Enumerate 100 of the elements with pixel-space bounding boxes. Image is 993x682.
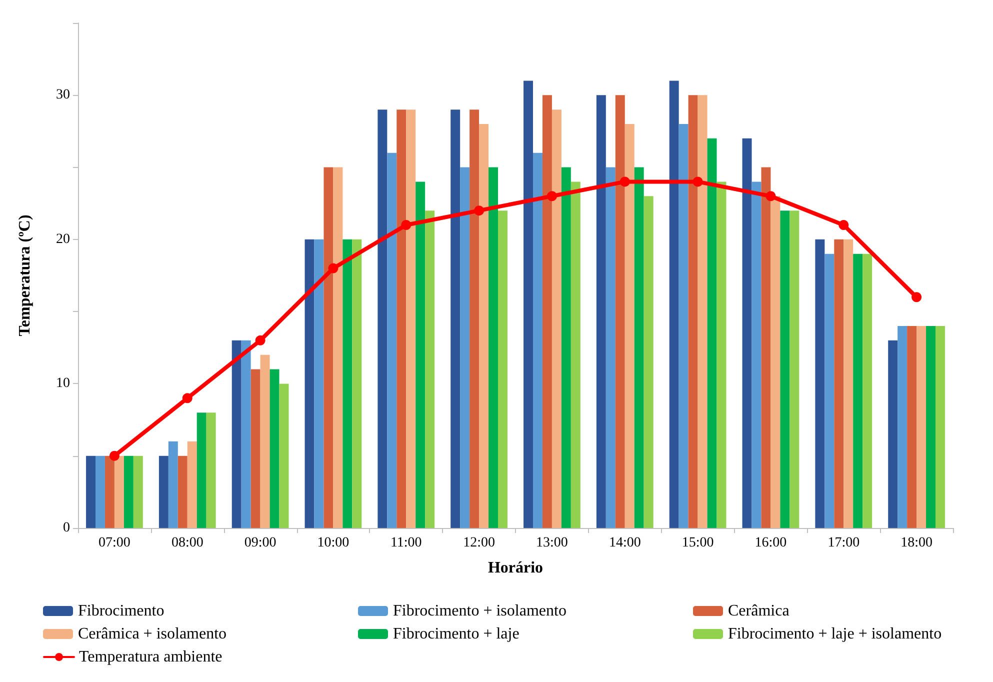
bar [324,167,334,528]
bar [761,167,771,528]
bar [698,95,708,528]
bar [206,412,216,528]
x-tick-label: 17:00 [828,536,860,550]
bar [716,182,726,528]
bar [824,254,834,528]
bar [470,110,480,528]
bar [853,254,863,528]
bar [888,340,898,528]
point [838,220,849,230]
bar [342,239,352,528]
bar [533,152,542,528]
bar [542,95,552,528]
y-axis-title: Temperatura (ºC) [16,214,34,336]
bar [86,456,96,528]
legend-label: Cerâmica + isolamento [78,626,227,642]
x-tick-label: 12:00 [463,536,495,550]
bar [304,239,314,528]
bar [425,210,435,528]
bar [707,138,717,528]
bar [644,196,654,528]
bar [844,239,854,528]
bar [606,167,616,528]
bar [770,196,780,528]
legend-label: Temperatura ambiente [79,648,222,666]
bar [387,152,397,528]
point [912,292,922,302]
bar [270,369,280,528]
bar [352,239,362,528]
bar [862,254,872,528]
bar [570,182,580,528]
legend-label: Fibrocimento + laje + isolamento [728,626,942,642]
bar [790,210,800,528]
bar [752,182,762,528]
legend-label: Fibrocimento + isolamento [393,602,566,620]
x-tick-label: 15:00 [682,536,714,550]
bar [615,95,625,528]
point [620,176,630,187]
point [766,191,776,202]
bar [104,456,114,528]
bar [460,167,470,528]
bar [624,124,634,528]
bar [314,239,324,528]
x-tick-label: 13:00 [536,536,568,550]
bar [96,456,105,528]
bar [936,326,945,528]
bar [279,384,289,528]
bar [815,239,825,528]
bar [168,441,178,528]
legend-label: Cerâmica [728,602,790,620]
bar [898,326,908,528]
bar [742,138,752,528]
x-tick-label: 08:00 [171,536,204,550]
bar [250,369,260,528]
bar [498,210,508,528]
bar [524,80,533,528]
point [328,263,338,274]
bar [561,167,571,528]
bar [396,110,406,528]
bar [178,456,188,528]
bar [378,110,388,528]
bar [552,110,562,528]
bar [232,340,242,528]
bar [780,210,790,528]
bar [158,456,168,528]
bar [124,456,134,528]
point [109,450,120,461]
bar [187,441,197,528]
bar [479,124,489,528]
bar [196,412,206,528]
y-tick-label: 20 [56,232,70,247]
bar [834,239,844,528]
legend-label: Fibrocimento + laje [393,626,520,642]
x-tick-label: 18:00 [900,536,932,550]
y-tick-label: 10 [56,376,70,392]
bar [114,456,124,528]
point [474,206,484,216]
bar [241,340,251,528]
bar [260,354,270,528]
point [692,176,703,187]
x-tick-label: 14:00 [608,536,641,550]
bar [926,326,936,528]
point [182,393,192,404]
bar [907,326,917,528]
bar [669,80,679,528]
x-tick-label: 11:00 [390,536,422,550]
bar [634,167,644,528]
x-tick-label: 07:00 [98,536,130,550]
bar [416,182,426,528]
bar [488,167,498,528]
bar [450,110,460,528]
legend-label: Fibrocimento [78,602,164,620]
bar [678,124,688,528]
bar [133,456,143,528]
bar [333,167,343,528]
point [255,335,266,346]
point [401,220,412,230]
bar [406,110,416,528]
bar [688,95,698,528]
